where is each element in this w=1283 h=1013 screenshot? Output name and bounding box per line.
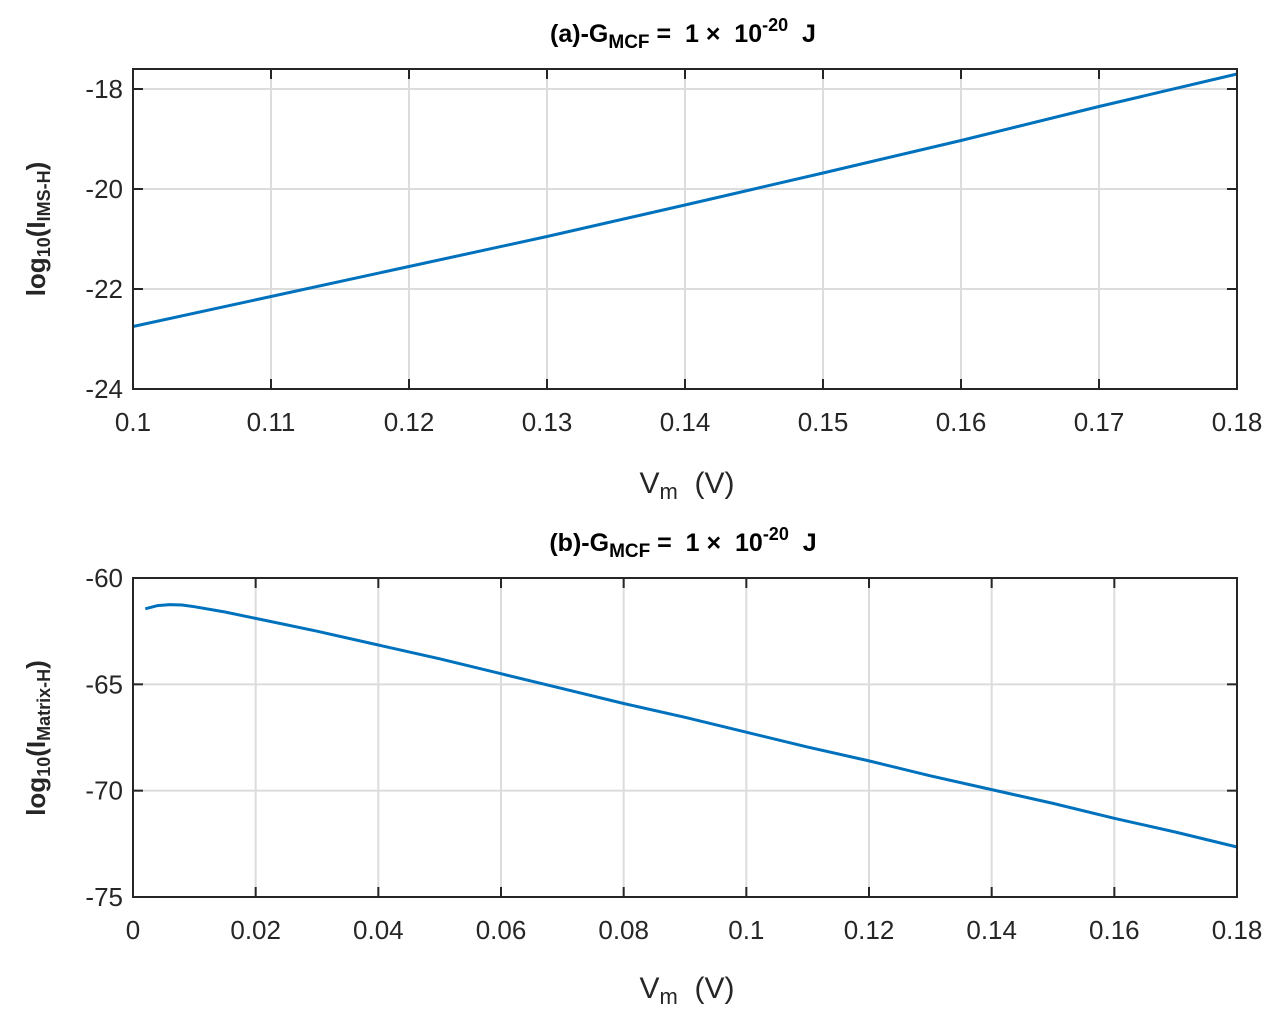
panel-a-y-ticks: -24 -22 -20 -18 [85,74,1237,404]
panel-b-y-tick-label: -70 [85,776,123,806]
panel-b-x-tick-label: 0.02 [230,915,281,945]
panel-a-y-tick-label: -24 [85,374,123,404]
panel-b-x-tick-label: 0.14 [966,915,1017,945]
panel-a-y-axis-label: log10(IIMS-H) [21,162,54,297]
panel-b-y-tick-label: -75 [85,882,123,912]
panel-b-series-line [144,603,1238,849]
panel-a-y-tick-label: -22 [85,274,123,304]
panel-a-title: (a)-GMCF = 1 × 10-20 J [550,15,816,53]
panel-b-y-axis-label: log10(IMatrix-H) [21,660,54,816]
panel-b-y-tick-label: -60 [85,563,123,593]
panel-a-x-tick-label: 0.14 [660,407,711,437]
panel-b-x-tick-label: 0.12 [844,915,895,945]
panel-b-x-tick-label: 0.08 [598,915,649,945]
panel-a-x-ticks: 0.1 0.11 0.12 0.13 0.14 0.15 0.16 0.17 0.18 [115,69,1262,437]
panel-b-y-ticks: -75 -70 -65 -60 [85,563,1237,912]
panel-a-x-tick-label: 0.18 [1212,407,1263,437]
panel-a-x-tick-label: 0.15 [798,407,849,437]
panel-a-x-tick-label: 0.11 [247,407,296,437]
panel-a-y-tick-label: -18 [85,74,123,104]
panel-b-y-tick-label: -65 [85,669,123,699]
panel-a-x-tick-label: 0.12 [384,407,435,437]
panel-b-title: (b)-GMCF = 1 × 10-20 J [549,524,816,562]
panel-b-x-tick-label: 0.18 [1212,915,1263,945]
panel-a-x-tick-label: 0.1 [115,407,151,437]
panel-b: (b)-GMCF = 1 × 10-20 J 0 0.02 0.04 0.06 0.08… [21,524,1262,1009]
panel-b-x-tick-label: 0 [126,915,140,945]
panel-a-y-tick-label: -20 [85,174,123,204]
panel-a-grid [132,69,1238,390]
panel-b-axes-box [132,577,1238,898]
panel-b-x-axis-label: Vm (V) [639,972,734,1009]
panel-b-x-tick-label: 0.04 [353,915,404,945]
panel-b-x-tick-label: 0.06 [476,915,527,945]
panel-a: (a)-GMCF = 1 × 10-20 J 0.1 0.11 0.12 0.13 0.… [21,15,1262,504]
panel-a-series-line [132,72,1238,328]
panel-a-x-axis-label: Vm (V) [639,467,734,504]
panel-b-x-tick-label: 0.1 [728,915,764,945]
panel-b-x-ticks: 0 0.02 0.04 0.06 0.08 0.1 0.12 0.14 0.16 0.18 [126,578,1263,945]
panel-a-x-tick-label: 0.13 [522,407,573,437]
panel-a-x-tick-label: 0.17 [1074,407,1125,437]
panel-a-x-tick-label: 0.16 [936,407,987,437]
panel-b-x-tick-label: 0.16 [1089,915,1140,945]
